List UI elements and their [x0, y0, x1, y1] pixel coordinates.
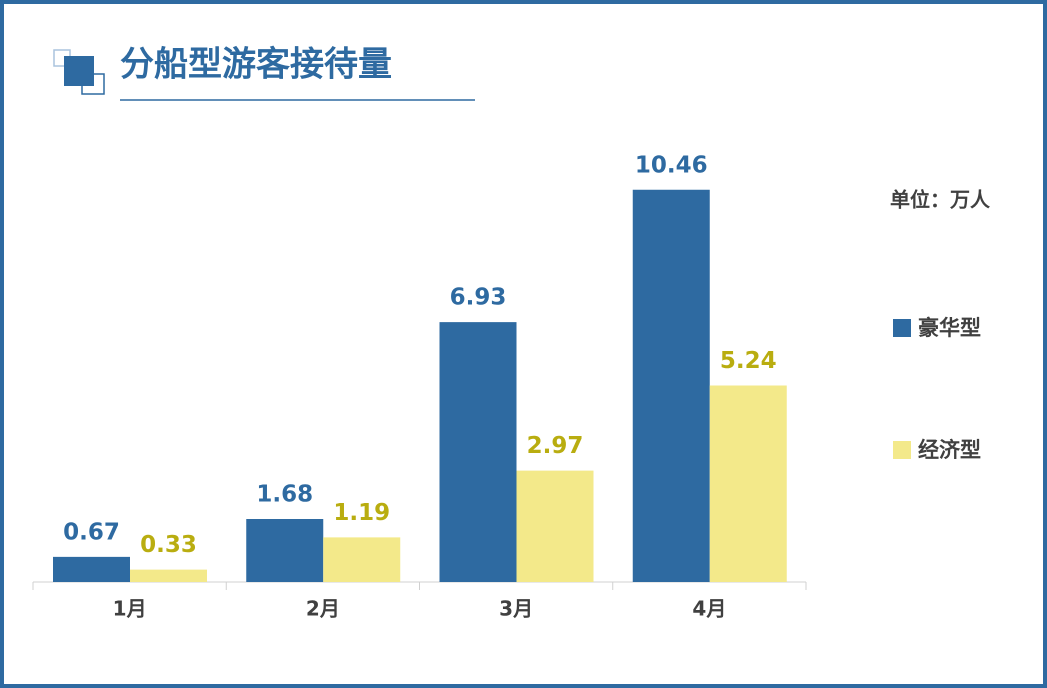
legend-swatch	[893, 319, 911, 337]
value-label: 1.68	[256, 482, 313, 508]
chart-title: 分船型游客接待量	[120, 45, 392, 85]
bar	[439, 322, 517, 582]
value-label: 6.93	[450, 285, 507, 311]
value-label: 5.24	[720, 348, 777, 374]
value-label: 2.97	[527, 433, 584, 459]
legend-label: 经济型	[918, 438, 981, 462]
x-tick-label: 2月	[306, 597, 340, 621]
value-label: 0.33	[140, 532, 197, 558]
deco-square	[64, 56, 94, 86]
value-label: 1.19	[333, 500, 390, 526]
bar	[53, 556, 130, 582]
unit-label: 单位：万人	[890, 188, 991, 212]
deco-square	[81, 73, 105, 95]
bar	[246, 519, 324, 582]
bar	[632, 189, 710, 582]
legend-label: 豪华型	[918, 316, 981, 340]
bar	[709, 385, 787, 582]
bar	[130, 569, 207, 582]
value-label: 0.67	[63, 519, 120, 545]
legend-swatch	[893, 441, 911, 459]
x-tick-label: 1月	[113, 597, 147, 621]
x-tick-label: 3月	[499, 597, 533, 621]
bar	[516, 470, 594, 582]
value-label: 10.46	[635, 152, 708, 178]
bar	[323, 537, 401, 582]
x-tick-label: 4月	[692, 597, 726, 621]
